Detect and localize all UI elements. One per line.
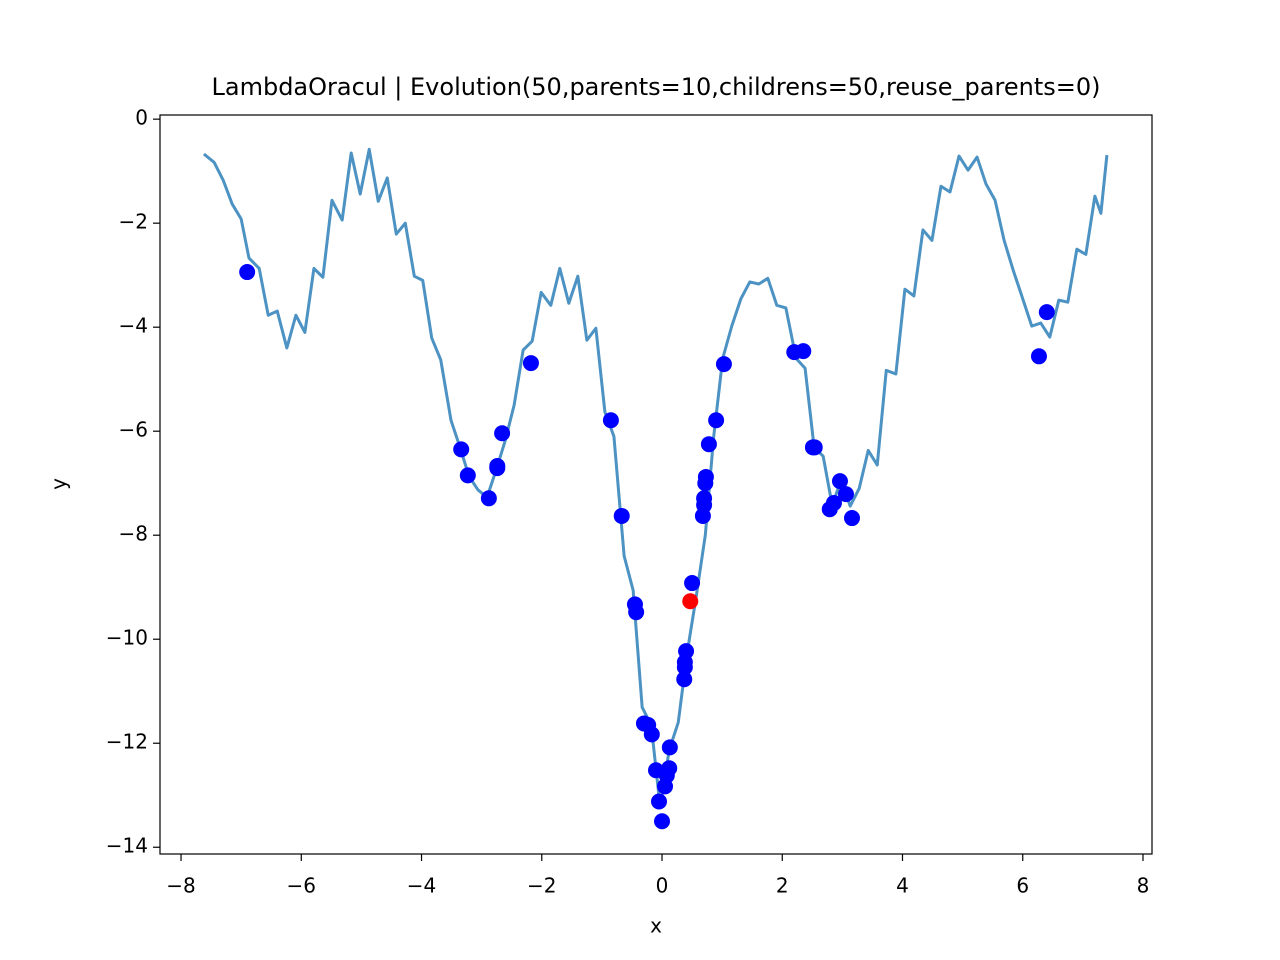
data-point — [676, 671, 693, 688]
y-tick-label: 0 — [135, 106, 148, 130]
data-point — [837, 486, 854, 503]
x-tick-label: 8 — [1137, 874, 1150, 898]
y-tick-label: −14 — [106, 834, 148, 858]
data-point — [643, 726, 660, 743]
data-point — [1038, 304, 1055, 321]
data-point — [825, 494, 842, 511]
x-tick-label: −8 — [166, 874, 195, 898]
data-point — [628, 604, 645, 621]
x-tick-label: −2 — [527, 874, 556, 898]
data-point — [661, 739, 678, 756]
x-tick-label: 0 — [656, 874, 669, 898]
data-point — [480, 490, 497, 507]
data-point — [682, 593, 699, 610]
x-axis-label: x — [650, 914, 662, 938]
data-point — [661, 760, 678, 777]
data-point — [684, 575, 701, 592]
data-point — [700, 436, 717, 453]
data-point — [613, 507, 630, 524]
data-point — [1030, 348, 1047, 365]
data-point — [843, 510, 860, 527]
plot-frame — [159, 114, 1153, 855]
data-point — [522, 355, 539, 372]
y-axis-label: y — [47, 478, 71, 490]
data-point — [678, 643, 695, 660]
data-point — [651, 793, 668, 810]
y-tick-label: −8 — [119, 522, 148, 546]
data-point — [654, 813, 671, 830]
x-tick-label: −6 — [287, 874, 316, 898]
x-tick-label: 4 — [896, 874, 909, 898]
data-point — [795, 343, 812, 360]
data-point — [806, 439, 823, 456]
x-tick-label: 6 — [1016, 874, 1029, 898]
y-tick-label: −6 — [119, 418, 148, 442]
y-tick-label: −12 — [106, 730, 148, 754]
y-tick-label: −10 — [106, 626, 148, 650]
data-point — [708, 412, 725, 429]
data-line — [202, 147, 1109, 809]
data-point — [697, 468, 714, 485]
data-point — [831, 473, 848, 490]
data-point — [239, 264, 256, 281]
data-point — [696, 490, 713, 507]
chart-title: LambdaOracul | Evolution(50,parents=10,c… — [212, 73, 1101, 101]
data-point — [602, 412, 619, 429]
data-point — [715, 356, 732, 373]
x-tick-label: −4 — [407, 874, 436, 898]
y-tick-label: −4 — [119, 314, 148, 338]
data-point — [494, 425, 511, 442]
y-tick-label: −2 — [119, 210, 148, 234]
data-point — [459, 467, 476, 484]
x-tick-label: 2 — [776, 874, 789, 898]
data-point — [453, 441, 470, 458]
data-point — [489, 460, 506, 477]
